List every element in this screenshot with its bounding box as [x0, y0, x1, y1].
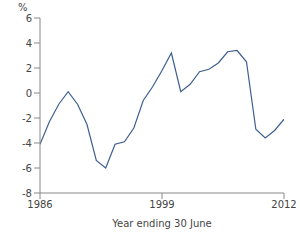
svg-text:-8: -8	[22, 188, 32, 199]
svg-text:0: 0	[26, 88, 32, 99]
svg-text:2012: 2012	[271, 199, 292, 210]
svg-text:-4: -4	[22, 138, 32, 149]
svg-text:-2: -2	[22, 113, 32, 124]
svg-text:-6: -6	[22, 163, 32, 174]
svg-text:Year ending 30 June: Year ending 30 June	[111, 218, 212, 229]
svg-text:1999: 1999	[149, 199, 174, 210]
svg-text:4: 4	[26, 38, 32, 49]
svg-text:1986: 1986	[27, 199, 52, 210]
svg-text:2: 2	[26, 63, 32, 74]
svg-text:6: 6	[26, 13, 32, 24]
